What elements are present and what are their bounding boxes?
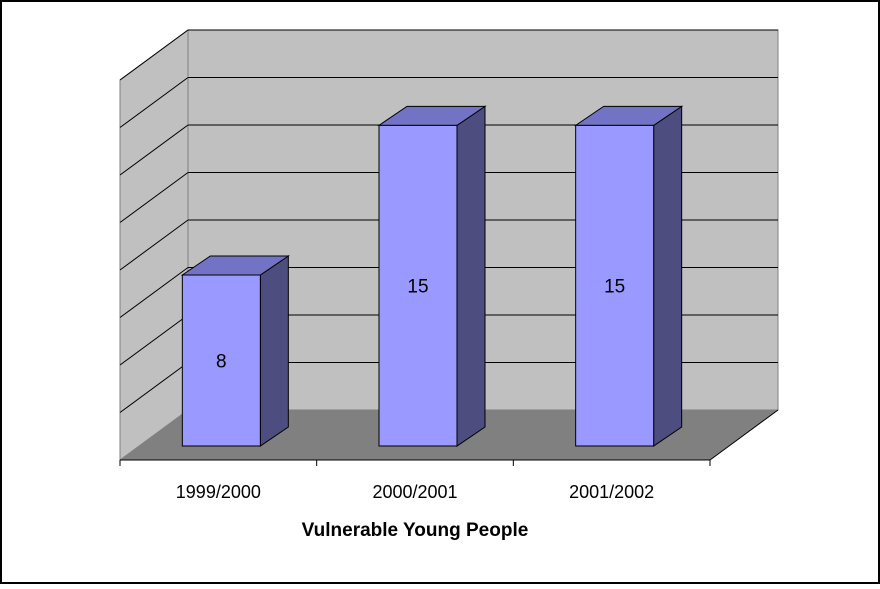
gridline: [119, 314, 189, 366]
x-tick-label: 2000/2001: [372, 482, 457, 502]
bar: [575, 124, 655, 447]
x-tick-label: 1999/2000: [176, 482, 261, 502]
bar-side: [259, 255, 289, 447]
x-tick-label: 2001/2002: [569, 482, 654, 502]
bar-side: [653, 105, 683, 447]
x-axis: [119, 409, 779, 466]
gridline: [119, 77, 189, 128]
category-labels: 1999/2000 2000/2001 2001/2002: [176, 482, 654, 502]
gridline: [119, 172, 189, 223]
data-label: 15: [407, 277, 428, 298]
bar: [181, 274, 261, 447]
gridline: [119, 29, 189, 81]
bars: 8 15 15: [180, 105, 684, 447]
data-label: 15: [604, 277, 625, 298]
gridline: [119, 219, 189, 271]
gridline: [119, 362, 189, 413]
gridline: [119, 267, 189, 318]
bar-side: [456, 105, 486, 447]
gridline: [119, 124, 189, 176]
data-label: 8: [216, 352, 227, 373]
floor-edge-line: [709, 409, 779, 461]
x-axis-title: Vulnerable Young People: [302, 520, 529, 541]
bar: [378, 124, 458, 447]
